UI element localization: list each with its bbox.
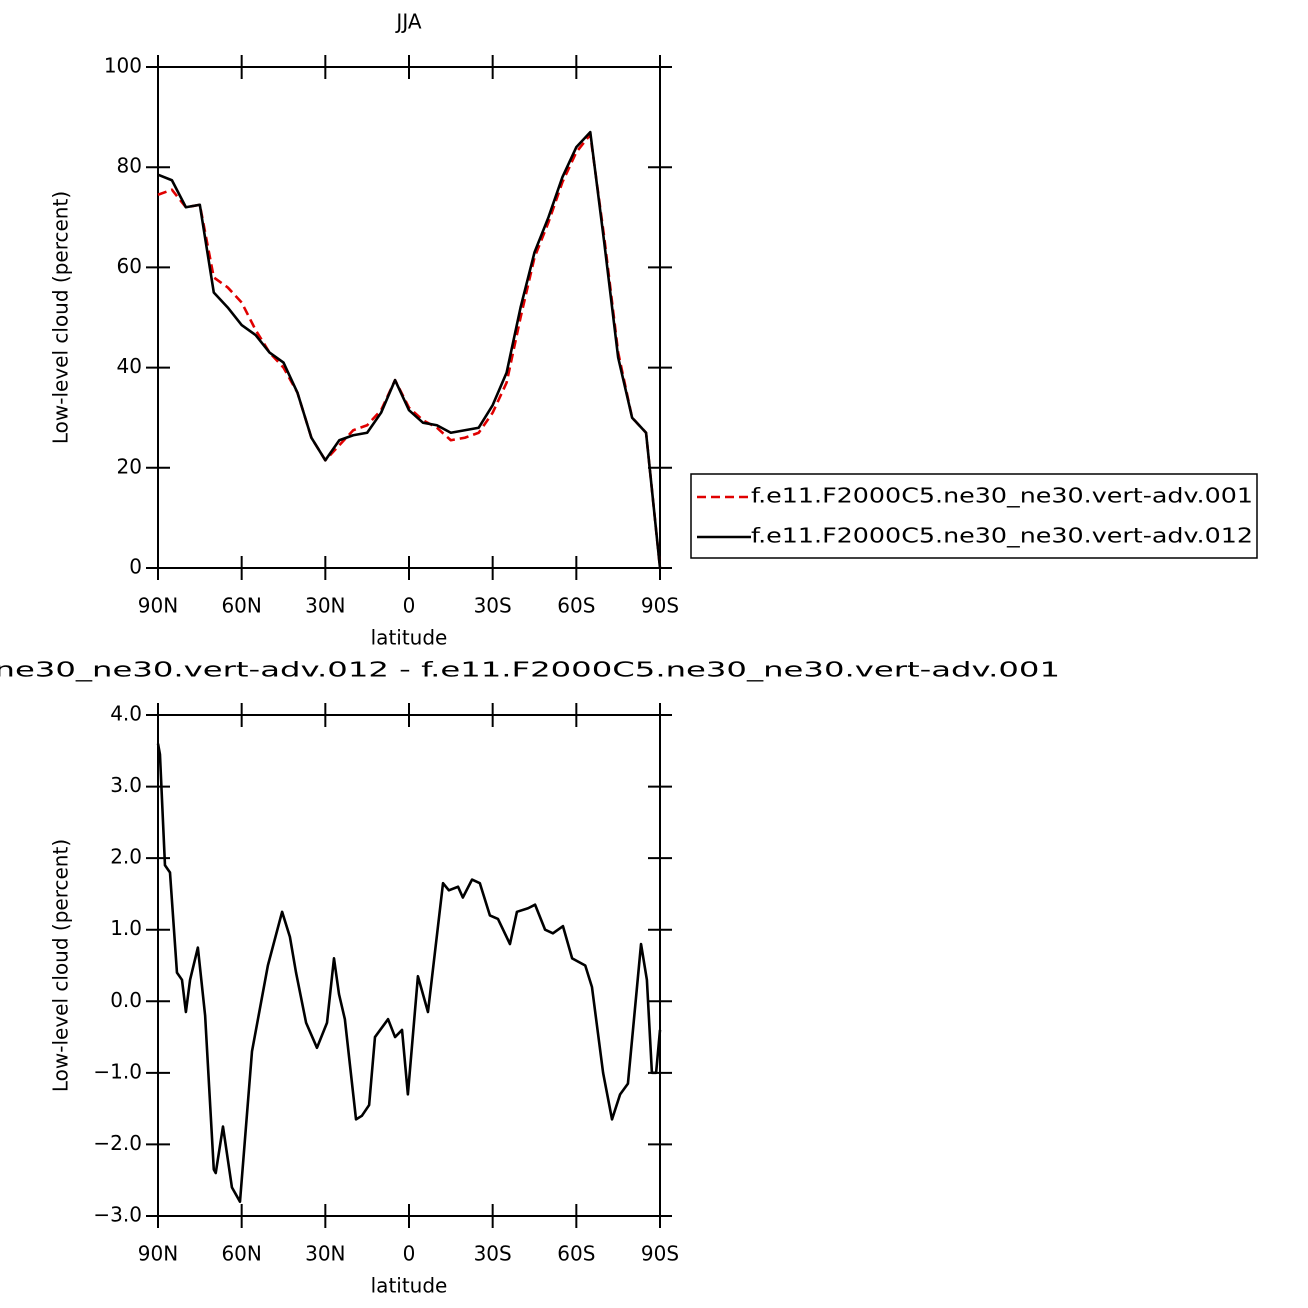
x-tick-label: 30N — [305, 594, 345, 618]
y-tick-label: 3.0 — [110, 773, 142, 797]
y-tick-label: 4.0 — [110, 702, 142, 726]
y-tick-label: −3.0 — [93, 1203, 142, 1227]
y-tick-label: 100 — [104, 54, 142, 78]
y-tick-label: 1.0 — [110, 916, 142, 940]
data-line — [157, 133, 662, 569]
x-axis-label: latitude — [371, 1274, 448, 1298]
y-tick-label: −2.0 — [93, 1131, 142, 1155]
legend-label: f.e11.F2000C5.ne30_ne30.vert-adv.012 — [751, 524, 1253, 548]
x-tick-label: 90N — [138, 1242, 178, 1266]
x-tick-label: 90S — [641, 594, 679, 618]
x-axis-label: latitude — [371, 626, 448, 650]
x-tick-label: 90S — [641, 1242, 679, 1266]
y-axis-label: Low-level cloud (percent) — [49, 839, 73, 1092]
data-line — [156, 743, 662, 1203]
chart-title: JJA — [394, 10, 421, 34]
x-tick-label: 60S — [557, 1242, 595, 1266]
y-tick-label: 0 — [129, 555, 142, 579]
plot-frame — [157, 66, 661, 569]
y-tick-label: 40 — [117, 354, 142, 378]
y-tick-label: 20 — [117, 454, 142, 478]
x-tick-label: 0 — [403, 1242, 416, 1266]
x-tick-label: 30S — [474, 594, 512, 618]
x-tick-label: 30S — [474, 1242, 512, 1266]
x-tick-label: 60N — [221, 1242, 261, 1266]
legend-box — [690, 473, 1258, 559]
x-tick-label: 0 — [403, 594, 416, 618]
y-axis-label: Low-level cloud (percent) — [49, 191, 73, 444]
y-tick-label: −1.0 — [93, 1059, 142, 1083]
x-tick-label: 60S — [557, 594, 595, 618]
x-tick-label: 60N — [221, 594, 261, 618]
y-tick-label: 2.0 — [110, 845, 142, 869]
y-tick-label: 60 — [117, 254, 142, 278]
legend-label: f.e11.F2000C5.ne30_ne30.vert-adv.001 — [751, 484, 1253, 508]
data-line — [157, 130, 662, 569]
x-tick-label: 30N — [305, 1242, 345, 1266]
chart-title: f.e11.F2000C5.ne30_ne30.vert-adv.012 - f… — [0, 658, 1060, 682]
y-tick-label: 0.0 — [110, 988, 142, 1012]
x-tick-label: 90N — [138, 594, 178, 618]
y-tick-label: 80 — [117, 154, 142, 178]
